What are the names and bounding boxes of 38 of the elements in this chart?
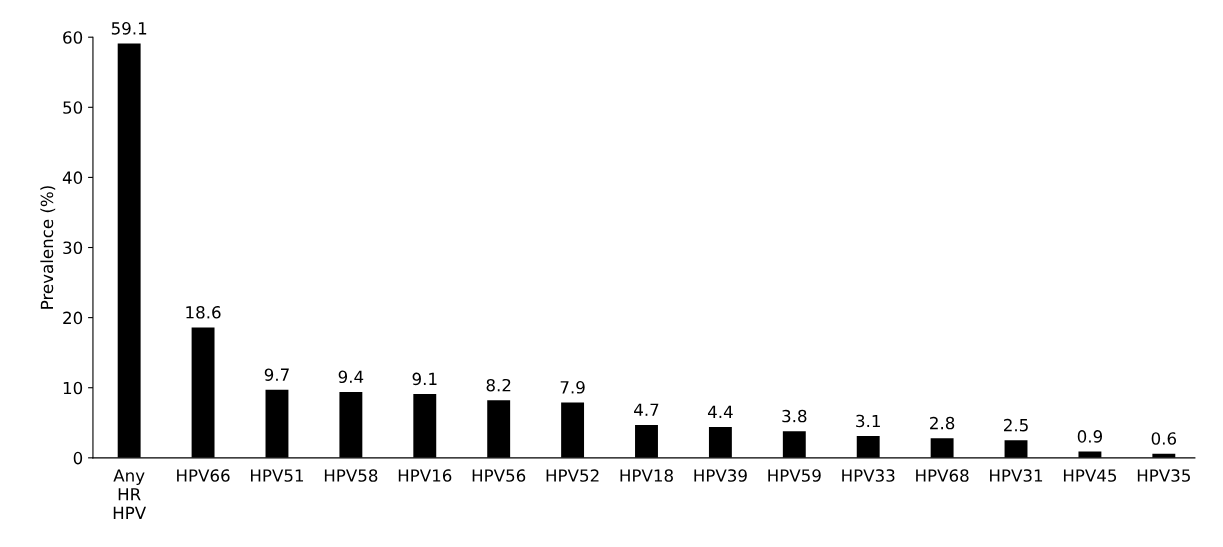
data-label: 9.7 [264,368,289,381]
x-tick-label: HPV39 [694,469,747,482]
data-label: 2.8 [930,416,955,430]
x-tick-label: HPV66 [177,469,230,482]
data-label: 59.1 [111,22,147,35]
data-label: 18.6 [186,306,221,319]
x-tick-label: HPV52 [546,469,599,482]
data-label: 0.6 [1151,432,1177,445]
data-label: 2.5 [1003,418,1028,432]
x-tick-label: Any HR HPV [113,469,147,519]
x-tick-label: HPV56 [472,469,526,482]
y-tick-label: 40 [62,171,83,184]
y-tick-label: 0 [73,451,83,465]
x-tick-label: HPV51 [251,469,304,482]
x-tick-label: HPV33 [842,469,895,482]
x-tick-label: HPV45 [1063,469,1117,482]
y-tick-label: 20 [63,311,83,325]
data-label: 8.2 [486,378,511,392]
x-tick-label: HPV35 [1137,469,1190,482]
data-label: 4.4 [707,405,733,418]
data-label: 0.9 [1077,430,1103,443]
x-tick-label: HPV59 [768,469,821,482]
x-tick-label: HPV18 [620,469,673,482]
x-tick-label: HPV58 [324,469,378,482]
y-axis-title: Prevalence (%) [40,186,56,309]
x-tick-label: HPV16 [398,469,452,482]
x-tick-label: HPV31 [990,469,1043,482]
data-label: 9.1 [412,372,437,386]
data-label: 4.7 [634,403,659,416]
data-label: 7.9 [560,381,585,394]
data-label: 9.4 [338,370,364,384]
y-tick-label: 10 [63,381,83,395]
data-label: 3.1 [856,414,880,428]
data-label: 3.8 [782,409,807,423]
y-tick-label: 30 [63,241,83,255]
y-tick-label: 60 [63,31,83,44]
x-tick-label: HPV68 [916,469,969,482]
y-tick-label: 50 [63,101,83,114]
